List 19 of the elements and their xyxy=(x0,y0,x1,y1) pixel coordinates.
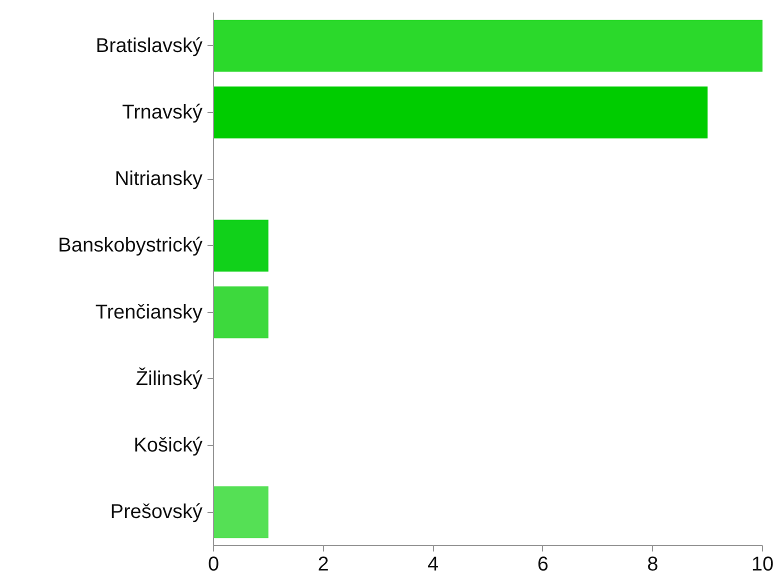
x-tick-label: 4 xyxy=(428,554,439,576)
y-tick-label: Banskobystrický xyxy=(58,234,203,257)
x-tick-label: 2 xyxy=(318,554,329,576)
bar xyxy=(214,286,268,338)
y-tick-label: Košický xyxy=(134,434,202,457)
bar xyxy=(214,20,762,72)
x-tick-label: 10 xyxy=(751,554,774,576)
y-tick-label: Bratislavský xyxy=(96,34,203,57)
x-tick-label: 8 xyxy=(647,554,658,576)
bar xyxy=(214,486,268,538)
x-tick-label: 0 xyxy=(208,554,220,576)
y-tick-label: Žilinský xyxy=(136,366,202,390)
y-tick-label: Trenčiansky xyxy=(95,301,203,324)
y-tick-label: Prešovský xyxy=(110,501,203,524)
bar xyxy=(214,86,708,138)
y-tick-label: Nitriansky xyxy=(114,168,203,190)
bar xyxy=(214,220,268,272)
y-tick-label: Trnavský xyxy=(122,101,203,124)
x-tick-label: 6 xyxy=(537,554,548,576)
